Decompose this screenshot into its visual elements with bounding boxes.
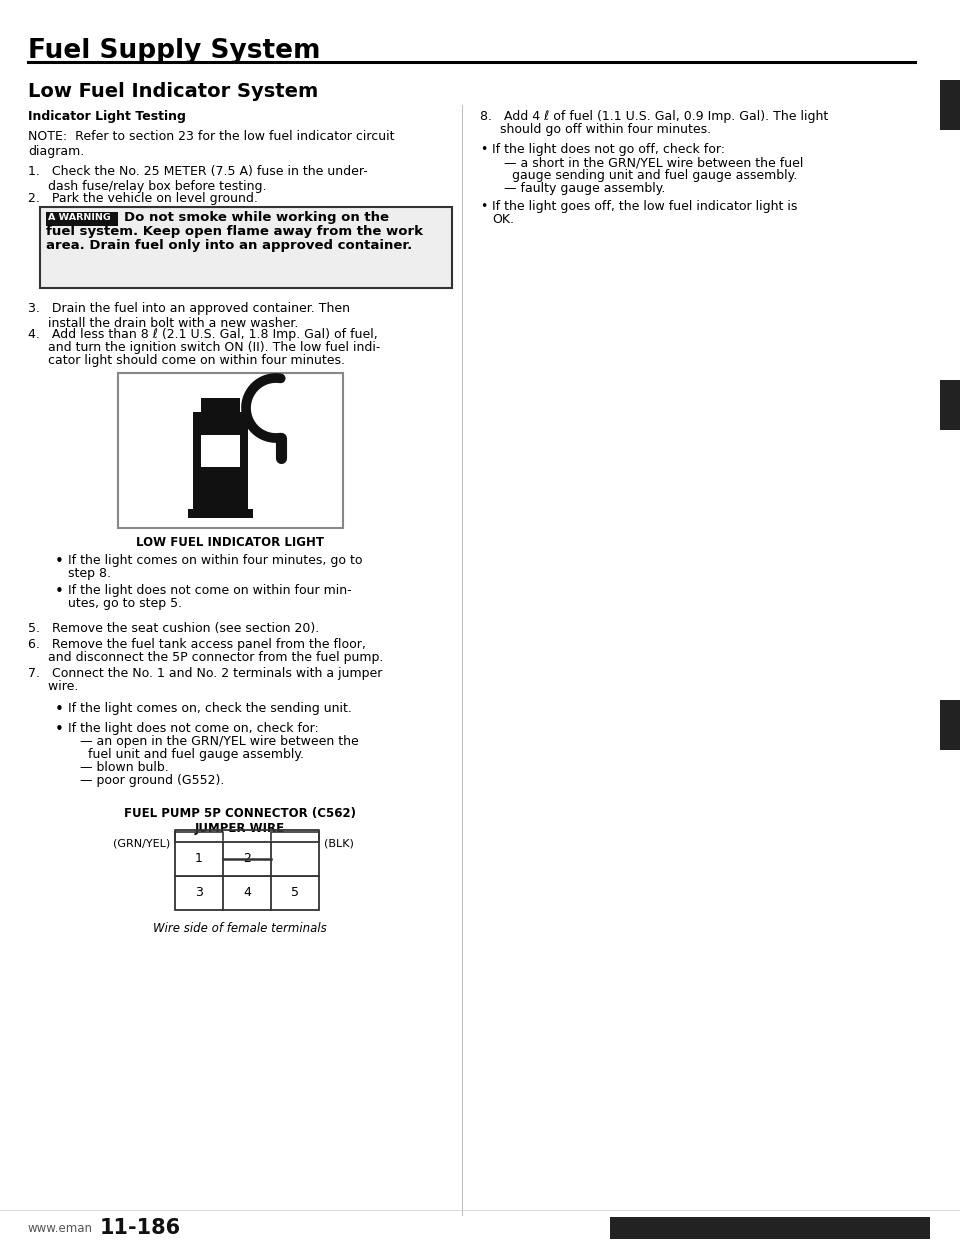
Text: 1.   Check the No. 25 METER (7.5 A) fuse in the under-
     dash fuse/relay box : 1. Check the No. 25 METER (7.5 A) fuse i… [28, 165, 368, 193]
Text: 2.   Park the vehicle on level ground.: 2. Park the vehicle on level ground. [28, 193, 258, 205]
Bar [610, 1217, 930, 1240]
Text: 3.   Drain the fuel into an approved container. Then
     install the drain bolt: 3. Drain the fuel into an approved conta… [28, 302, 350, 330]
Text: •: • [480, 200, 488, 212]
Text: 8.   Add 4 ℓ of fuel (1.1 U.S. Gal, 0.9 Imp. Gal). The light: 8. Add 4 ℓ of fuel (1.1 U.S. Gal, 0.9 Im… [480, 111, 828, 123]
Text: 4.   Add less than 8 ℓ (2.1 U.S. Gal, 1.8 Imp. Gal) of fuel,: 4. Add less than 8 ℓ (2.1 U.S. Gal, 1.8 … [28, 328, 377, 342]
Text: — blown bulb.: — blown bulb. [68, 761, 169, 774]
Text: Fuel Supply System: Fuel Supply System [28, 39, 321, 65]
Text: A WARNING: A WARNING [48, 212, 110, 222]
Text: cator light should come on within four minutes.: cator light should come on within four m… [28, 354, 345, 366]
Text: If the light goes off, the low fuel indicator light is: If the light goes off, the low fuel indi… [492, 200, 798, 212]
Text: — faulty gauge assembly.: — faulty gauge assembly. [492, 183, 665, 195]
Text: Do not smoke while working on the: Do not smoke while working on the [124, 211, 389, 224]
Text: — a short in the GRN/YEL wire between the fuel: — a short in the GRN/YEL wire between th… [492, 156, 804, 169]
Bar [46, 212, 118, 226]
Text: www.eman: www.eman [28, 1222, 93, 1235]
Text: — an open in the GRN/YEL wire between the: — an open in the GRN/YEL wire between th… [68, 735, 359, 748]
Text: gauge sending unit and fuel gauge assembly.: gauge sending unit and fuel gauge assemb… [492, 169, 797, 183]
Bar [201, 397, 240, 412]
Text: should go off within four minutes.: should go off within four minutes. [480, 123, 711, 137]
Text: If the light does not come on, check for:: If the light does not come on, check for… [68, 722, 319, 735]
Text: •: • [55, 584, 64, 599]
Text: utes, go to step 5.: utes, go to step 5. [68, 597, 182, 610]
Text: Low Fuel Indicator System: Low Fuel Indicator System [28, 82, 319, 101]
Text: 5.   Remove the seat cushion (see section 20).: 5. Remove the seat cushion (see section … [28, 622, 320, 635]
Text: If the light does not go off, check for:: If the light does not go off, check for: [492, 143, 725, 156]
Text: •: • [55, 702, 64, 717]
Bar [175, 876, 319, 910]
Text: step 8.: step 8. [68, 568, 111, 580]
Text: JUMPER WIRE: JUMPER WIRE [195, 822, 285, 835]
Text: If the light comes on, check the sending unit.: If the light comes on, check the sending… [68, 702, 352, 715]
Text: If the light does not come on within four min-: If the light does not come on within fou… [68, 584, 351, 597]
Text: and disconnect the 5P connector from the fuel pump.: and disconnect the 5P connector from the… [28, 651, 383, 664]
Text: OK.: OK. [492, 212, 514, 226]
Text: (BLK): (BLK) [324, 838, 354, 848]
Text: NOTE:  Refer to section 23 for the low fuel indicator circuit
diagram.: NOTE: Refer to section 23 for the low fu… [28, 130, 395, 158]
Text: •: • [55, 554, 64, 569]
Text: 6.   Remove the fuel tank access panel from the floor,: 6. Remove the fuel tank access panel fro… [28, 638, 366, 651]
Text: 7.   Connect the No. 1 and No. 2 terminals with a jumper: 7. Connect the No. 1 and No. 2 terminals… [28, 667, 382, 681]
Text: 11-186: 11-186 [100, 1218, 181, 1238]
Bar [940, 700, 960, 750]
Text: area. Drain fuel only into an approved container.: area. Drain fuel only into an approved c… [46, 238, 412, 252]
Text: Indicator Light Testing: Indicator Light Testing [28, 111, 186, 123]
Text: 2: 2 [243, 852, 251, 866]
Text: •: • [480, 143, 488, 156]
Bar [175, 842, 319, 876]
Bar [193, 412, 248, 512]
Bar [40, 207, 452, 288]
Text: 1: 1 [195, 852, 203, 866]
Text: 3: 3 [195, 887, 203, 899]
Bar [940, 380, 960, 430]
Text: carmanualsonline.info: carmanualsonline.info [701, 1220, 839, 1233]
Text: (GRN/YEL): (GRN/YEL) [112, 838, 170, 848]
Text: wire.: wire. [28, 681, 79, 693]
Text: fuel system. Keep open flame away from the work: fuel system. Keep open flame away from t… [46, 225, 423, 238]
Text: FUEL PUMP 5P CONNECTOR (C562): FUEL PUMP 5P CONNECTOR (C562) [124, 807, 356, 820]
Text: •: • [55, 722, 64, 737]
Text: 5: 5 [291, 887, 299, 899]
Text: fuel unit and fuel gauge assembly.: fuel unit and fuel gauge assembly. [68, 748, 304, 761]
Bar [188, 509, 253, 518]
Bar [118, 373, 343, 528]
Text: 4: 4 [243, 887, 251, 899]
Bar [940, 79, 960, 130]
Bar [201, 435, 240, 467]
Text: Wire side of female terminals: Wire side of female terminals [154, 922, 326, 935]
Text: — poor ground (G552).: — poor ground (G552). [68, 774, 225, 787]
Text: If the light comes on within four minutes, go to: If the light comes on within four minute… [68, 554, 363, 568]
Text: LOW FUEL INDICATOR LIGHT: LOW FUEL INDICATOR LIGHT [136, 537, 324, 549]
Text: and turn the ignition switch ON (II). The low fuel indi-: and turn the ignition switch ON (II). Th… [28, 342, 380, 354]
